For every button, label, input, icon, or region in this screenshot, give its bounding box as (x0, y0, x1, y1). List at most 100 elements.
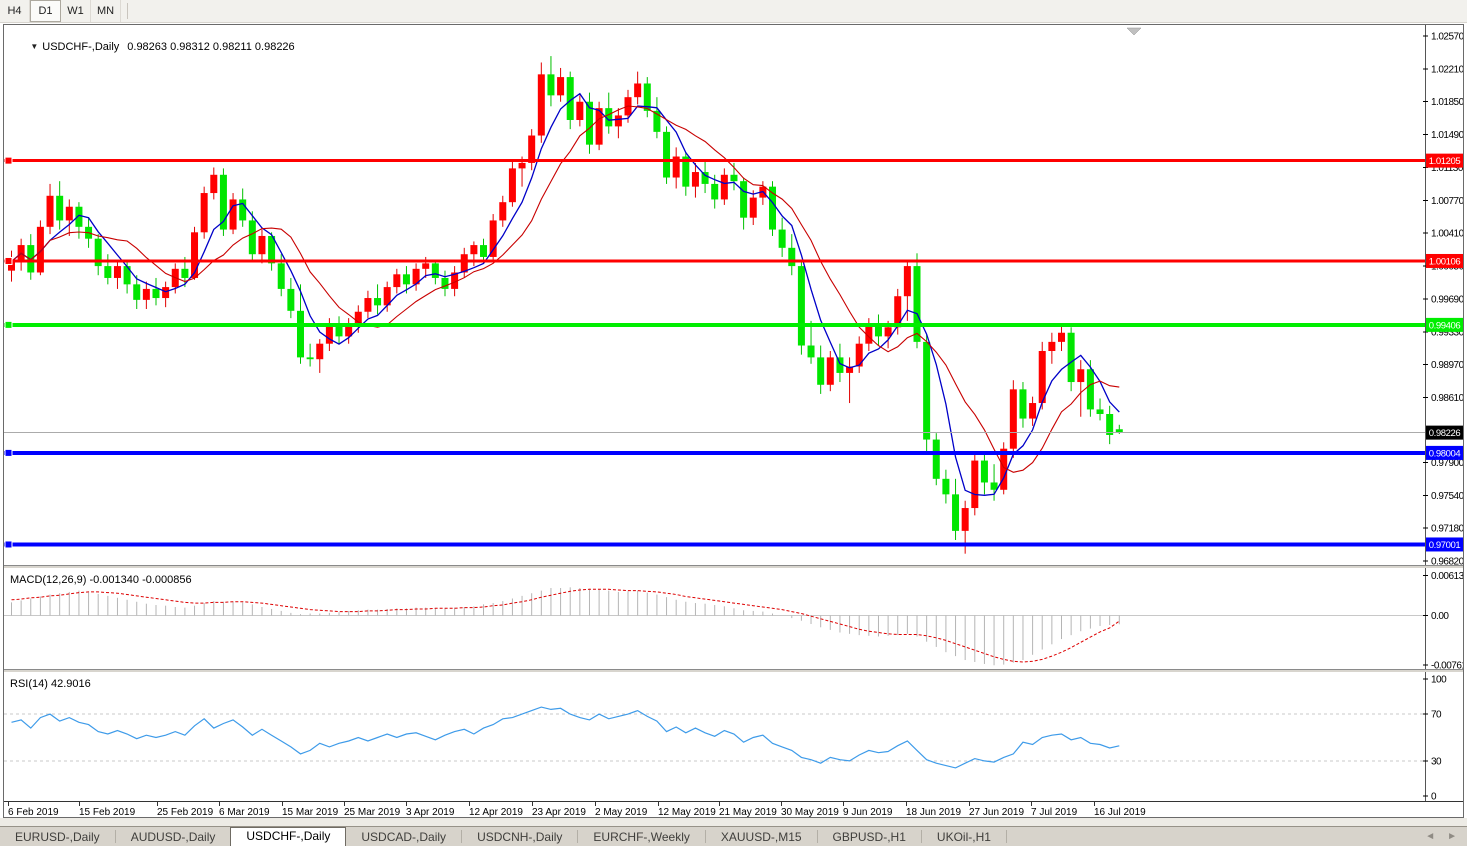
price-tag-label: 0.98004 (1429, 448, 1461, 459)
date-axis-label: 25 Mar 2019 (344, 807, 401, 818)
hline-handle[interactable] (4, 540, 13, 549)
chart-symbol-label: USDCHF-,Daily (42, 41, 120, 53)
price-axis-label: 1.02570 (1431, 32, 1463, 43)
date-axis-label: 25 Feb 2019 (157, 807, 214, 818)
date-axis-label: 23 Apr 2019 (532, 807, 586, 818)
chart-collapse-icon[interactable]: ▼ (30, 42, 39, 51)
rsi-axis-label: 30 (1431, 756, 1442, 767)
price-axis-label: 1.00770 (1431, 196, 1463, 207)
price-axis-label: 1.02210 (1431, 64, 1463, 75)
chart-shift-marker-icon[interactable] (1126, 27, 1142, 36)
rsi-indicator-label: RSI(14) 42.9016 (10, 678, 91, 690)
timeframe-button-mn[interactable]: MN (91, 0, 121, 22)
price-tag (1426, 425, 1463, 440)
macd-axis-label: -0.007612 (1431, 661, 1463, 670)
main-price-pane[interactable]: 1.02570 1.02210 1.01850 1.01490 1.01130 1.007… (4, 25, 1463, 565)
date-axis-label: 7 Jul 2019 (1031, 807, 1078, 818)
date-axis-label: 30 May 2019 (781, 807, 839, 818)
tab-eurusd-daily[interactable]: EURUSD-,Daily (15, 830, 100, 844)
macd-pane[interactable]: 0.00613 0.00 -0.007612 (4, 568, 1463, 669)
timeframe-button-h4[interactable]: H4 (0, 0, 30, 22)
date-axis-label: 6 Feb 2019 (8, 807, 59, 818)
macd-axis-label: 0.00613 (1431, 571, 1463, 582)
hline-handle[interactable] (4, 320, 13, 329)
macd-axis-label: 0.00 (1431, 611, 1449, 622)
price-axis-label: 0.97180 (1431, 524, 1463, 535)
candles[interactable] (8, 56, 1123, 554)
price-tag (1426, 153, 1463, 168)
chart-title: ▼ USDCHF-,Daily 0.98263 0.98312 0.98211 0.… (12, 29, 295, 65)
date-axis-label: 15 Feb 2019 (79, 807, 136, 818)
date-axis-label: 21 May 2019 (719, 807, 777, 818)
tab-ukoil-h1[interactable]: UKOil-,H1 (936, 830, 991, 844)
timeframe-button-d1[interactable]: D1 (30, 0, 61, 22)
price-axis-label: 0.97900 (1431, 458, 1463, 469)
date-axis-label: 15 Mar 2019 (282, 807, 339, 818)
rsi-axis-label: 0 (1431, 792, 1437, 802)
rsi-pane[interactable]: 100 70 30 0 (4, 672, 1463, 801)
price-tag-label: 1.00106 (1429, 256, 1461, 267)
date-axis[interactable]: 6 Feb 2019 15 Feb 2019 25 Feb 2019 6 Mar 20… (4, 801, 1463, 819)
toolbar-separator (127, 3, 128, 19)
tab-usdcnh-daily[interactable]: USDCNH-,Daily (477, 830, 563, 844)
macd-indicator-label: MACD(12,26,9) -0.001340 -0.000856 (10, 574, 192, 586)
tab-usdcad-daily[interactable]: USDCAD-,Daily (361, 830, 447, 844)
tab-separator (816, 830, 818, 843)
tab-separator (461, 830, 463, 843)
tab-separator (704, 830, 706, 843)
tabs-scroll-left-icon[interactable]: ◄ (1425, 831, 1436, 842)
rsi-line (11, 706, 1120, 769)
tab-separator (577, 830, 579, 843)
price-tag (1426, 317, 1463, 332)
window-bottom-strip (0, 818, 1467, 826)
tab-separator (1005, 830, 1007, 843)
pane-splitter-macd[interactable] (4, 565, 1463, 568)
hline-handle[interactable] (4, 156, 13, 165)
price-axis-label: 1.01130 (1431, 163, 1463, 174)
price-tag (1426, 537, 1463, 552)
price-axis-label: 1.01490 (1431, 130, 1463, 141)
chart-tabs-bar: EURUSD-,Daily AUDUSD-,Daily USDCHF-,Dail… (0, 826, 1467, 846)
price-tag (1426, 253, 1463, 268)
price-axis-label: 0.97540 (1431, 491, 1463, 502)
price-axis-label: 1.01850 (1431, 97, 1463, 108)
hline-handle[interactable] (4, 256, 13, 265)
hline-handle[interactable] (4, 448, 13, 457)
price-axis-label: 0.99330 (1431, 327, 1463, 338)
rsi-axis-label: 70 (1431, 710, 1442, 721)
date-axis-label: 12 May 2019 (658, 807, 716, 818)
date-axis-label: 16 Jul 2019 (1094, 807, 1146, 818)
price-axis-label: 0.98610 (1431, 393, 1463, 404)
tab-audusd-daily[interactable]: AUDUSD-,Daily (130, 830, 216, 844)
price-tag-label: 0.98226 (1429, 428, 1461, 439)
chart-ohlc-values: 0.98263 0.98312 0.98211 0.98226 (127, 41, 295, 53)
timeframe-button-w1[interactable]: W1 (61, 0, 91, 22)
timeframe-toolbar: H4 D1 W1 MN (0, 0, 1467, 23)
date-axis-label: 12 Apr 2019 (469, 807, 523, 818)
price-axis-label: 1.00410 (1431, 229, 1463, 240)
macd-histogram (11, 587, 1120, 666)
tab-separator (114, 830, 116, 843)
tab-xauusd-m15[interactable]: XAUUSD-,M15 (720, 830, 802, 844)
tab-separator (920, 830, 922, 843)
chart-window[interactable]: ▼ USDCHF-,Daily 0.98263 0.98312 0.98211 0.… (3, 24, 1464, 818)
date-axis-label: 18 Jun 2019 (906, 807, 961, 818)
ma-5-line (11, 92, 1120, 496)
date-axis-label: 9 Jun 2019 (843, 807, 893, 818)
tabs-scroll-right-icon[interactable]: ► (1447, 831, 1457, 842)
price-axis-label: 0.98970 (1431, 360, 1463, 371)
date-axis-label: 27 Jun 2019 (969, 807, 1024, 818)
rsi-axis-label: 100 (1431, 675, 1447, 686)
tab-gbpusd-h1[interactable]: GBPUSD-,H1 (832, 830, 906, 844)
price-axis-label: 0.99690 (1431, 294, 1463, 305)
tab-usdchf-daily[interactable]: USDCHF-,Daily (230, 827, 347, 846)
price-tag-label: 1.01205 (1429, 156, 1461, 167)
price-tag-label: 0.99406 (1429, 320, 1461, 331)
tab-eurchf-weekly[interactable]: EURCHF-,Weekly (593, 830, 690, 844)
date-axis-label: 3 Apr 2019 (406, 807, 455, 818)
price-axis-label: 0.96820 (1431, 556, 1463, 565)
pane-splitter-rsi[interactable] (4, 669, 1463, 672)
price-tag (1426, 445, 1463, 460)
price-tag-label: 0.97001 (1429, 540, 1461, 551)
